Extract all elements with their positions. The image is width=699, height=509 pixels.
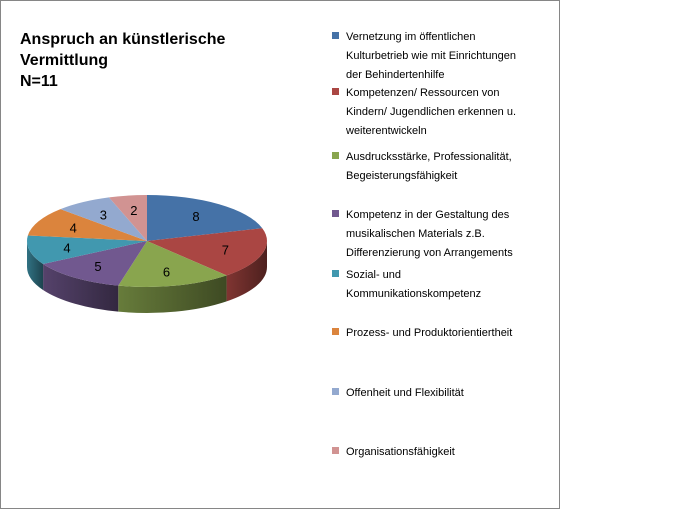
pie-chart-3d: 8 7 6 5 44 3 2 xyxy=(26,195,267,313)
legend-swatch-icon xyxy=(332,152,339,159)
pie-slice xyxy=(26,235,147,264)
pie-slice xyxy=(147,195,263,241)
pie-slice-side xyxy=(43,264,119,312)
legend-text-line: Kindern/ Jugendlichen erkennen u. xyxy=(346,106,517,118)
legend-text-line: Kulturbetrieb wie mit Einrichtungen xyxy=(346,50,516,62)
pie-slice xyxy=(43,241,147,286)
legend-item-vernetzung: Vernetzung im öffentlichen Kulturbetrieb… xyxy=(332,28,547,85)
legend-text-line: musikalischen Materials z.B. xyxy=(346,228,485,240)
legend-text-line: weiterentwickeln xyxy=(346,125,427,137)
legend-swatch-icon xyxy=(332,447,339,454)
legend-item-prozess-produkt: Prozess- und Produktorientiertheit xyxy=(332,324,547,343)
pie-slice xyxy=(147,228,267,276)
legend-swatch-icon xyxy=(332,270,339,277)
legend-text-line: der Behindertenhilfe xyxy=(346,69,445,81)
pie-slice-side xyxy=(118,275,227,313)
legend-item-organisation: Organisationsfähigkeit xyxy=(332,443,547,462)
pie-data-label: 3 xyxy=(100,208,107,223)
pie-data-label: 4 xyxy=(70,221,77,236)
pie-slice xyxy=(108,195,147,241)
legend-swatch-icon xyxy=(332,32,339,39)
legend-item-sozialkompetenz: Sozial- und Kommunikationskompetenz xyxy=(332,266,547,304)
legend-text-line: Prozess- und Produktorientiertheit xyxy=(346,327,513,339)
pie-data-label: 8 xyxy=(192,209,199,224)
legend-swatch-icon xyxy=(332,388,339,395)
chart-area: Anspruch an künstlerische Vermittlung N=… xyxy=(0,0,560,509)
legend-swatch-icon xyxy=(332,88,339,95)
pie-slice xyxy=(118,241,227,287)
pie-data-label: 7 xyxy=(222,243,229,258)
pie-data-label: 2 xyxy=(130,203,137,218)
chart-title-line-2: Vermittlung xyxy=(20,52,109,69)
pie-data-label: 6 xyxy=(163,264,170,279)
legend-swatch-icon xyxy=(332,328,339,335)
pie-slice-side xyxy=(226,241,267,302)
legend-text-line: Kompetenzen/ Ressourcen von xyxy=(346,87,500,99)
legend-text-line: Kommunikationskompetenz xyxy=(346,288,482,300)
legend-text-line: Differenzierung von Arrangements xyxy=(346,247,513,259)
pie-data-label: 5 xyxy=(94,259,101,274)
legend-item-gestaltung-material: Kompetenz in der Gestaltung des musikali… xyxy=(332,206,547,263)
legend-item-ausdrucksstaerke: Ausdrucksstärke, Professionalität, Begei… xyxy=(332,148,547,186)
legend-text-line: Vernetzung im öffentlichen xyxy=(346,31,476,43)
pie-slice xyxy=(60,197,148,241)
legend-text-line: Kompetenz in der Gestaltung des xyxy=(346,209,510,221)
legend-item-offenheit: Offenheit und Flexibilität xyxy=(332,384,547,403)
pie-slice-side xyxy=(27,241,44,290)
chart-title: Anspruch an künstlerische Vermittlung N=… xyxy=(20,29,280,92)
legend-text-line: Ausdrucksstärke, Professionalität, xyxy=(346,151,512,163)
pie-slice xyxy=(27,209,147,241)
pie-data-label: 4 xyxy=(63,240,70,255)
chart-title-line-1: Anspruch an künstlerische xyxy=(20,31,226,48)
chart-title-n: N=11 xyxy=(20,73,58,90)
legend-text-line: Sozial- und xyxy=(346,269,402,281)
legend-text-line: Organisationsfähigkeit xyxy=(346,446,455,458)
legend-text-line: Begeisterungsfähigkeit xyxy=(346,170,458,182)
legend-text-line: Offenheit und Flexibilität xyxy=(346,387,464,399)
legend-swatch-icon xyxy=(332,210,339,217)
legend-item-kompetenzen-ressourcen: Kompetenzen/ Ressourcen von Kindern/ Jug… xyxy=(332,84,547,141)
